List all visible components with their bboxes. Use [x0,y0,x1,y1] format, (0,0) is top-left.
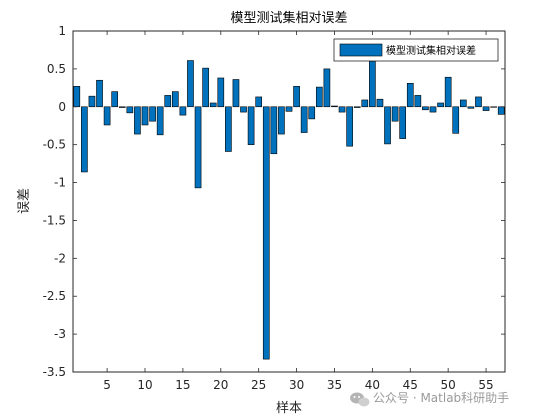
bar [118,106,126,108]
bar [369,61,376,108]
bar [315,86,323,108]
y-tick-label: 1 [58,24,66,38]
bar [391,106,399,122]
legend: 模型测试集相对误差 [333,38,499,62]
bar [217,77,225,108]
y-axis-ticks: -3.5 -3 -2.5 -2 -1.5 -1 -0.5 0 0.5 1 [43,24,505,379]
bar [73,86,81,108]
x-tick-label: 35 [327,378,342,392]
x-tick-label: 5 [103,378,111,392]
wechat-icon [350,392,370,407]
bar [482,106,490,111]
bar [88,95,96,108]
bar [308,106,316,120]
bar [209,102,217,108]
x-tick-label: 55 [478,378,493,392]
bar [103,106,111,126]
bar [111,91,119,108]
bar [255,96,263,108]
bar [240,106,247,113]
bar [399,106,407,139]
y-tick-label: -3.5 [43,365,66,379]
y-axis-label: 误差 [17,188,32,214]
bar [293,86,300,108]
bar [179,106,187,116]
watermark: 公众号 · Matlab科研助手 [350,391,509,407]
bars-group [73,60,505,360]
y-tick-label: -3 [54,327,66,341]
bar [475,96,482,108]
x-tick-label: 10 [137,378,152,392]
bar [247,106,255,145]
x-tick-label: 20 [213,378,228,392]
bar [171,91,179,108]
bar [406,82,414,108]
plot-frame [72,30,506,373]
legend-swatch [339,43,383,57]
bar [384,106,391,145]
bar [497,106,505,115]
bar [164,95,172,108]
bar [187,60,194,108]
bar [134,106,141,135]
bar [232,79,240,108]
bar [490,106,497,108]
chart-title: 模型测试集相对误差 [230,10,347,26]
legend-label: 模型测试集相对误差 [386,44,476,57]
bar [225,106,232,152]
bar [452,106,460,134]
bar [300,106,308,133]
bar [376,98,384,108]
bar [338,106,346,113]
bar [149,106,156,122]
y-tick-label: -0.5 [43,138,66,152]
bar [346,106,353,147]
y-tick-label: -1.5 [43,213,66,227]
x-tick-label: 30 [289,378,304,392]
watermark-text: 公众号 · Matlab科研助手 [373,391,509,405]
bar [285,106,293,112]
bar [353,106,361,108]
bar [467,106,475,109]
x-axis-label: 样本 [276,401,302,416]
bar [437,102,444,108]
plot-area [73,31,505,372]
bar [126,106,134,114]
bar [81,106,88,173]
bar [141,106,149,126]
bar [422,106,429,111]
y-tick-label: 0 [58,100,66,114]
y-tick-label: 0.5 [47,62,66,76]
bar [156,106,164,136]
bar [270,106,278,155]
bar [262,106,270,360]
bar [323,68,331,108]
bar [444,76,452,108]
bar [459,99,467,108]
y-tick-label: -1 [54,176,66,190]
bar [429,106,437,113]
y-tick-label: -2.5 [43,289,66,303]
x-tick-label: 50 [441,378,456,392]
bar [278,106,285,135]
bar [331,105,338,108]
bar [194,106,202,189]
y-tick-label: -2 [54,251,66,265]
bar [414,95,422,108]
x-axis-ticks: 5 10 15 20 25 30 35 40 45 50 55 [103,31,494,392]
x-tick-label: 25 [251,378,266,392]
bar [202,67,209,108]
x-tick-label: 40 [365,378,380,392]
bar [361,99,369,108]
x-tick-label: 15 [175,378,190,392]
x-tick-label: 45 [403,378,418,392]
bar [96,79,103,108]
